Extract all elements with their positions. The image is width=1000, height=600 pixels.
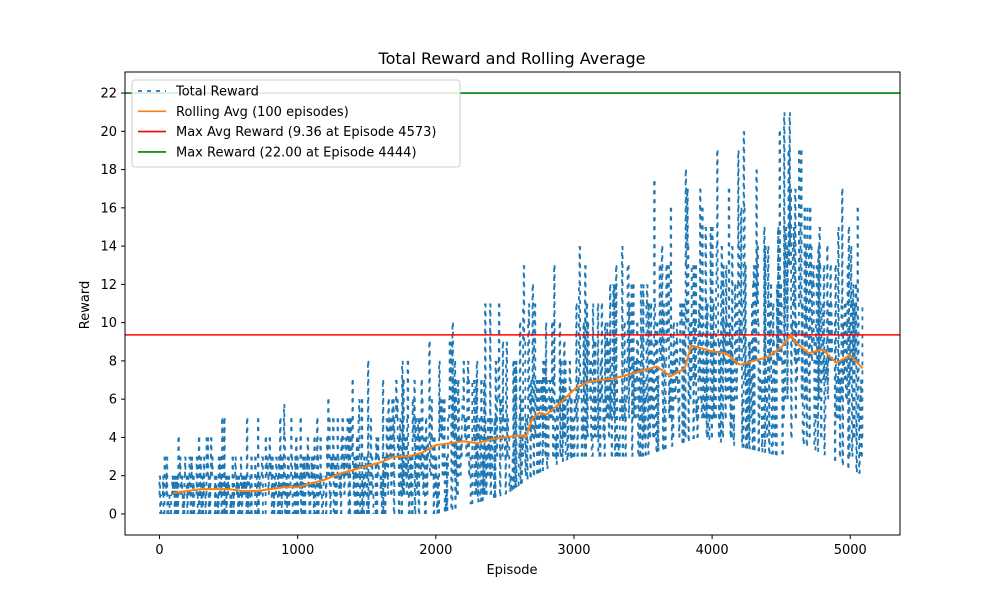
x-axis-ticks: 0 1000 2000 3000 4000 5000 — [155, 535, 867, 558]
legend-label: Max Avg Reward (9.36 at Episode 4573) — [176, 125, 436, 140]
x-tick-label: 4000 — [696, 543, 729, 558]
rolling-average-series — [173, 333, 864, 494]
y-tick-label: 12 — [100, 278, 117, 293]
y-tick-label: 0 — [109, 507, 117, 522]
y-tick-label: 16 — [100, 201, 117, 216]
chart-title: Total Reward and Rolling Average — [378, 49, 646, 68]
y-tick-label: 2 — [109, 469, 117, 484]
y-tick-label: 18 — [100, 163, 117, 178]
y-tick-label: 22 — [100, 87, 117, 102]
y-axis-title: Reward — [78, 281, 93, 329]
x-tick-label: 2000 — [419, 543, 452, 558]
x-tick-label: 5000 — [834, 543, 867, 558]
y-tick-label: 4 — [109, 431, 117, 446]
legend: Total Reward Rolling Avg (100 episodes) Ma… — [131, 79, 461, 168]
rolling-average-line — [173, 333, 864, 494]
legend-label: Max Reward (22.00 at Episode 4444) — [176, 145, 417, 160]
legend-box — [131, 79, 461, 168]
x-axis-title: Episode — [486, 563, 537, 578]
x-tick-label: 1000 — [281, 543, 314, 558]
y-tick-label: 10 — [100, 316, 117, 331]
x-tick-label: 3000 — [557, 543, 590, 558]
y-tick-label: 14 — [100, 240, 117, 255]
y-tick-label: 8 — [109, 354, 117, 369]
legend-label: Rolling Avg (100 episodes) — [176, 105, 349, 120]
plot-frame — [124, 71, 901, 536]
x-tick-label: 0 — [155, 543, 163, 558]
y-tick-label: 6 — [109, 393, 117, 408]
y-tick-label: 20 — [100, 125, 117, 140]
y-axis-ticks: 0 2 4 6 8 10 12 14 16 18 20 22 — [100, 87, 125, 522]
legend-label: Total Reward — [175, 85, 259, 100]
